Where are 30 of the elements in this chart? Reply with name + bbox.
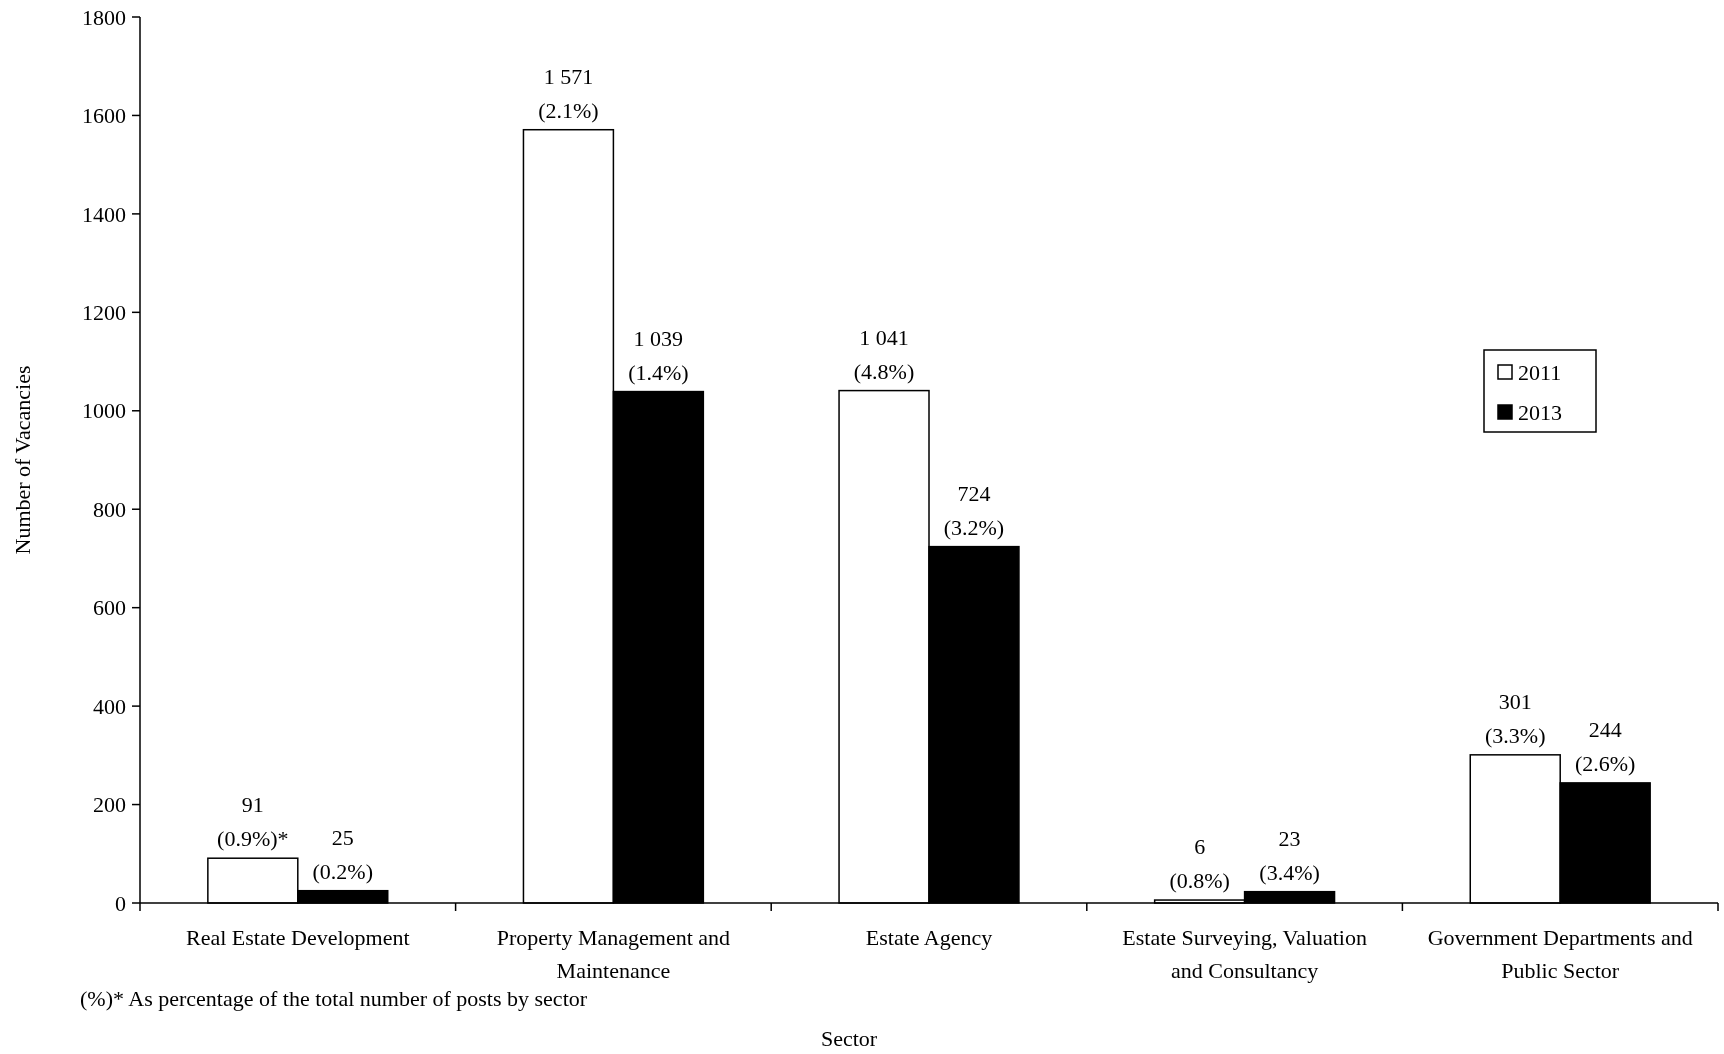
y-tick-label: 800 bbox=[93, 496, 126, 522]
legend-label: 2013 bbox=[1518, 399, 1562, 425]
x-tick-label: Government Departments and Public Sector bbox=[1427, 925, 1693, 983]
data-label: 91 (0.9%)* bbox=[217, 792, 289, 852]
y-tick-label: 1000 bbox=[82, 398, 126, 424]
y-tick-label: 200 bbox=[93, 792, 126, 818]
x-tick-label: Property Management and Maintenance bbox=[496, 925, 731, 983]
y-tick-label: 1400 bbox=[82, 201, 126, 227]
y-tick-label: 400 bbox=[93, 693, 126, 719]
data-label: 1 571 (2.1%) bbox=[538, 63, 599, 123]
y-tick-label: 1800 bbox=[82, 4, 126, 30]
y-tick-label: 600 bbox=[93, 595, 126, 621]
y-tick-label: 1600 bbox=[82, 103, 126, 129]
data-label: 25 (0.2%) bbox=[312, 824, 374, 884]
data-label: 724 (3.2%) bbox=[943, 480, 1005, 540]
x-tick-label: Real Estate Development bbox=[186, 925, 410, 950]
legend-label: 2011 bbox=[1518, 359, 1562, 385]
x-tick-label: Estate Agency bbox=[865, 925, 993, 950]
data-label: 301 (3.3%) bbox=[1484, 688, 1546, 748]
y-tick-label: 0 bbox=[115, 890, 126, 916]
y-axis-title: Number of Vacancies bbox=[10, 365, 35, 555]
x-axis-title: Sector bbox=[820, 1026, 878, 1051]
text: (%)* As percentage of the total number of posts by sector bbox=[80, 986, 588, 1011]
data-label: 23 (3.4%) bbox=[1259, 825, 1320, 885]
data-label: 1 041 (4.8%) bbox=[853, 324, 915, 384]
y-tick-label: 1200 bbox=[82, 300, 126, 326]
x-tick-label: Estate Surveying, Valuation and Consultancy bbox=[1122, 925, 1367, 983]
data-label: 1 039 (1.4%) bbox=[628, 325, 689, 385]
data-label: 6 (0.8%) bbox=[1169, 834, 1230, 894]
data-label: 244 (2.6%) bbox=[1574, 716, 1636, 776]
